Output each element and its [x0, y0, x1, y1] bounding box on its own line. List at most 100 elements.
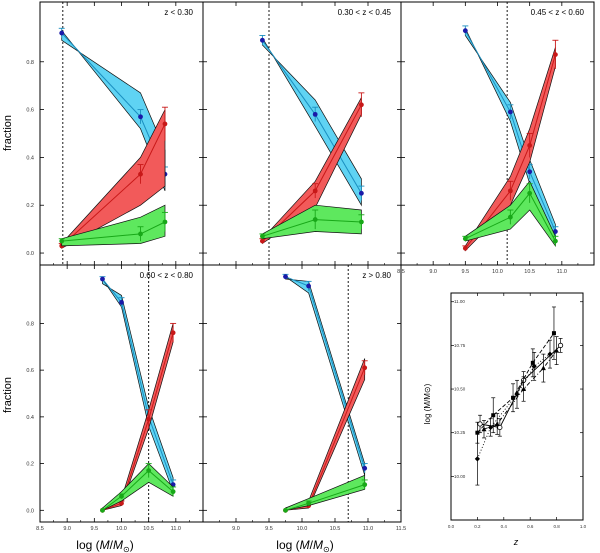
x-tick-label: 10.0	[297, 526, 308, 532]
y-tick-label: 0.8	[26, 321, 34, 327]
y-tick-label: 0.0	[26, 251, 34, 257]
x-axis-label-slash: /	[110, 538, 114, 552]
red-point	[162, 121, 168, 127]
y-tick-label: 0.2	[26, 203, 34, 209]
cyan-band	[262, 36, 362, 207]
y-tick-label: 0.6	[26, 368, 34, 374]
x-axis-label-msun: M	[113, 538, 123, 552]
green-point	[553, 238, 558, 244]
inset-y-tick-label: 10.25	[454, 430, 466, 435]
x-tick-label: 9.5	[462, 269, 470, 275]
x-axis-label-right: log (M/M⊙)	[276, 538, 333, 553]
inset-marker	[554, 348, 560, 353]
panels-group: 0.0 0.2 0.4 0.6 0.8 z < 0.30 0.30 < z < 0.45 8.…	[26, 1, 595, 532]
green-point	[260, 233, 265, 239]
cyan-band	[102, 277, 174, 492]
x-axis-label-msun-2: M	[313, 538, 323, 552]
panel-2: 0.30 < z < 0.45	[202, 1, 402, 266]
red-point	[312, 188, 318, 194]
green-line	[102, 469, 174, 511]
y-axis-label-bottom: fraction	[2, 377, 14, 413]
inset-y-tick-label: 11.00	[454, 299, 465, 304]
y-tick-label: 0.4	[26, 415, 34, 421]
cyan-point	[119, 299, 124, 305]
x-tick-label: 9.0	[63, 526, 71, 532]
x-axis-label-m: M	[100, 538, 110, 552]
x-axis-label-prefix: log (	[76, 538, 99, 552]
cyan-point	[553, 229, 558, 234]
x-axis-label-prefix-2: log (	[276, 538, 299, 552]
inset-x-tick-label: 0.6	[527, 524, 534, 529]
x-tick-label: 9.5	[265, 526, 273, 532]
red-band	[61, 109, 166, 249]
inset-y-label: log (M/M⊙)	[423, 383, 432, 424]
cyan-point	[312, 111, 318, 117]
panel-title: z > 0.80	[362, 271, 391, 280]
x-tick-label: 8.5	[36, 526, 44, 532]
green-point	[146, 468, 152, 473]
cyan-point	[462, 28, 468, 34]
green-point	[162, 219, 168, 225]
x-tick-label: 10.0	[116, 526, 127, 532]
green-point	[306, 500, 311, 506]
inset-y-tick-label: 10.50	[454, 387, 466, 392]
inset-x-label: z	[513, 537, 519, 547]
cyan-point	[527, 169, 533, 175]
red-point	[507, 188, 513, 194]
inset-filled-squares-line	[477, 332, 555, 434]
inset-marker	[511, 395, 516, 400]
inset-marker	[547, 351, 553, 357]
y-tick-label: 0.0	[26, 508, 34, 514]
x-tick-label: 9.0	[232, 526, 240, 532]
x-axis-label-suffix: )	[130, 538, 134, 552]
cyan-point	[100, 276, 105, 282]
green-point	[100, 507, 105, 513]
inset-marker	[521, 386, 527, 392]
inset-marker	[474, 456, 480, 462]
inset-marker	[514, 391, 520, 397]
green-point	[138, 231, 143, 237]
red-point	[362, 365, 368, 371]
panel-frame	[450, 292, 584, 521]
green-point	[170, 489, 176, 495]
inset-marker	[530, 360, 535, 365]
x-tick-label: 9.0	[429, 269, 437, 275]
inset-marker	[481, 426, 487, 432]
y-axis-label-top: fraction	[2, 115, 14, 151]
cyan-point	[260, 37, 265, 43]
inset-marker	[551, 331, 556, 336]
cyan-line	[285, 276, 366, 469]
panel-title: z < 0.30	[164, 8, 193, 17]
panel-4: 8.5 9.0 9.5 10.0 10.5 11.0 0.0 0.2 0.4 0.6 0.8 0.60…	[26, 264, 204, 532]
x-axis-label-left: log (M/M⊙)	[76, 538, 133, 553]
red-point	[527, 143, 533, 148]
x-tick-label: 9.5	[91, 526, 99, 532]
panel-frame	[202, 264, 402, 523]
red-point	[359, 102, 364, 108]
panel-5: 9.0 9.5 10.0 10.5 11.0 11.5 z > 0.80	[202, 264, 406, 532]
inset-x-tick-label: 0.4	[501, 524, 508, 529]
inset-filled-triangles-line	[483, 350, 557, 430]
inset-marker	[557, 342, 564, 348]
red-point	[462, 245, 468, 251]
cyan-point	[138, 114, 143, 120]
y-tick-label: 0.8	[26, 60, 34, 66]
x-tick-label: 11.0	[171, 526, 181, 532]
inset-marker	[491, 413, 496, 418]
x-tick-label: 10.5	[524, 269, 535, 275]
green-point	[312, 217, 318, 222]
green-point	[119, 493, 124, 499]
cyan-point	[283, 274, 288, 280]
x-axis-label-slash-2: /	[310, 538, 314, 552]
y-tick-label: 0.6	[26, 108, 34, 114]
inset-y-tick-label: 10.75	[454, 343, 466, 348]
green-line	[465, 192, 556, 242]
red-point	[138, 171, 143, 177]
inset-marker	[531, 363, 537, 369]
x-tick-label: 11.5	[396, 526, 406, 532]
x-axis-label-sun-sub-2: ⊙	[323, 545, 330, 553]
green-band	[102, 463, 174, 511]
cyan-band	[285, 276, 366, 476]
cyan-line	[464, 30, 556, 232]
